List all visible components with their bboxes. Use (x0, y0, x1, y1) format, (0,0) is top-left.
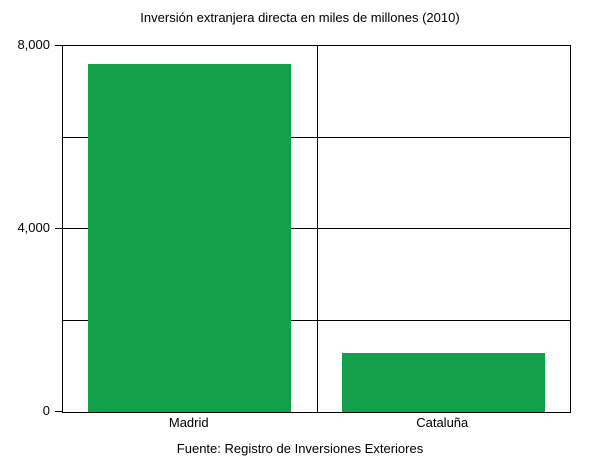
category-separator (316, 46, 318, 412)
plot-area (62, 45, 571, 413)
y-axis-tick (55, 411, 62, 412)
y-axis-label: 4,000 (17, 220, 50, 235)
bar-madrid (88, 64, 292, 412)
y-axis-label: 0 (42, 403, 50, 418)
x-axis-label-madrid: Madrid (168, 415, 209, 430)
bar-cataluna (341, 352, 545, 412)
y-axis-tick (55, 228, 62, 229)
y-axis-tick (55, 45, 62, 46)
chart-title: Inversión extranjera directa en miles de… (140, 10, 460, 25)
y-axis-label: 8,000 (17, 37, 50, 52)
source-caption: Fuente: Registro de Inversiones Exterior… (176, 441, 424, 456)
x-axis-label-cataluna: Cataluña (416, 415, 469, 430)
